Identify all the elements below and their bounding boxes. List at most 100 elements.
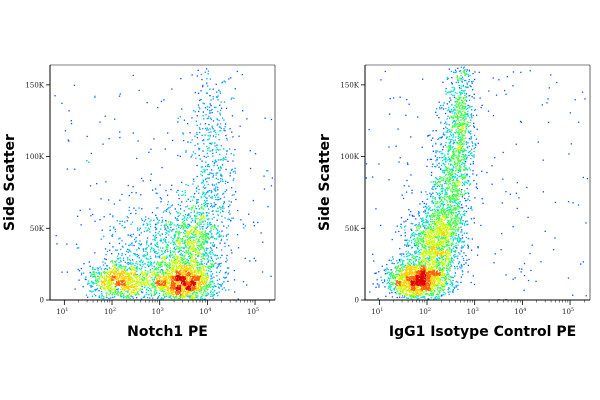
event-dot [117,267,119,269]
event-dot [199,263,201,265]
event-dot [128,297,130,299]
event-dot [181,254,183,256]
event-dot [219,149,221,151]
event-dot [195,232,198,234]
event-dot [403,253,405,255]
event-dot [165,270,167,272]
event-dot [202,234,205,236]
event-dot [192,248,194,250]
event-dot [107,287,109,289]
event-dot [220,285,222,287]
event-dot [207,292,209,294]
event-dot [135,294,137,296]
event-dot [117,279,119,281]
event-dot [204,275,206,277]
event-dot [122,277,124,280]
event-dot [124,253,127,256]
event-dot [415,264,418,266]
event-dot [218,182,220,184]
event-dot [182,250,184,252]
event-dot [124,267,126,269]
event-dot [213,264,215,266]
event-dot [152,239,154,241]
event-dot [435,284,437,286]
event-dot [167,263,169,266]
event-dot [424,271,426,273]
event-dot [210,203,212,205]
event-dot [204,196,207,198]
event-dot [172,290,174,292]
event-dot [164,283,166,285]
event-dot [214,196,217,198]
event-dot [121,272,123,274]
event-dot [114,267,116,269]
event-dot [203,274,205,276]
event-dot [217,207,219,209]
event-dot [99,121,101,123]
event-dot [217,283,219,285]
event-dot [204,201,206,203]
event-dot [119,292,121,294]
event-dot [213,205,216,208]
event-dot [194,288,197,290]
event-dot [234,167,236,169]
event-dot [161,219,164,221]
event-dot [200,245,203,247]
event-dot [126,294,128,297]
event-dot [88,282,90,285]
event-dot [440,272,442,274]
event-dot [168,292,170,294]
event-dot [184,240,186,242]
event-dot [127,279,129,281]
event-dot [159,257,161,259]
event-dot [91,273,93,275]
event-dot [155,277,157,279]
event-dot [205,287,207,289]
event-dot [213,276,215,278]
event-dot [199,266,201,268]
event-dot [199,228,201,230]
event-dot [223,80,225,82]
event-dot [165,219,167,222]
event-dot [126,295,128,298]
event-dot [196,276,198,278]
event-dot [219,130,221,132]
event-dot [434,266,436,268]
event-dot [192,231,195,234]
event-dot [132,233,134,235]
event-dot [114,270,116,272]
event-dot [185,150,187,152]
event-dot [189,282,191,284]
event-dot [270,185,273,187]
event-dot [153,279,155,281]
event-dot [199,264,201,266]
event-dot [156,241,158,243]
event-dot [193,214,196,217]
event-dot [200,90,202,92]
event-dot [187,234,190,236]
event-dot [200,274,203,276]
event-dot [190,268,192,270]
event-dot [176,255,178,257]
event-dot [417,291,419,294]
event-dot [186,290,188,292]
event-dot [422,280,424,282]
event-dot [121,276,123,278]
event-dot [201,175,203,177]
event-dot [204,134,206,136]
event-dot [181,296,183,298]
event-dot [198,249,200,252]
event-dot [225,277,227,279]
event-dot [132,280,135,283]
event-dot [96,279,98,282]
event-dot [200,170,202,173]
event-dot [193,261,195,263]
event-dot [172,240,174,242]
event-dot [113,226,115,228]
event-dot [209,271,211,273]
event-dot [206,266,209,268]
event-dot [207,183,209,186]
event-dot [146,241,148,243]
event-dot [389,286,391,288]
event-dot [178,274,180,276]
